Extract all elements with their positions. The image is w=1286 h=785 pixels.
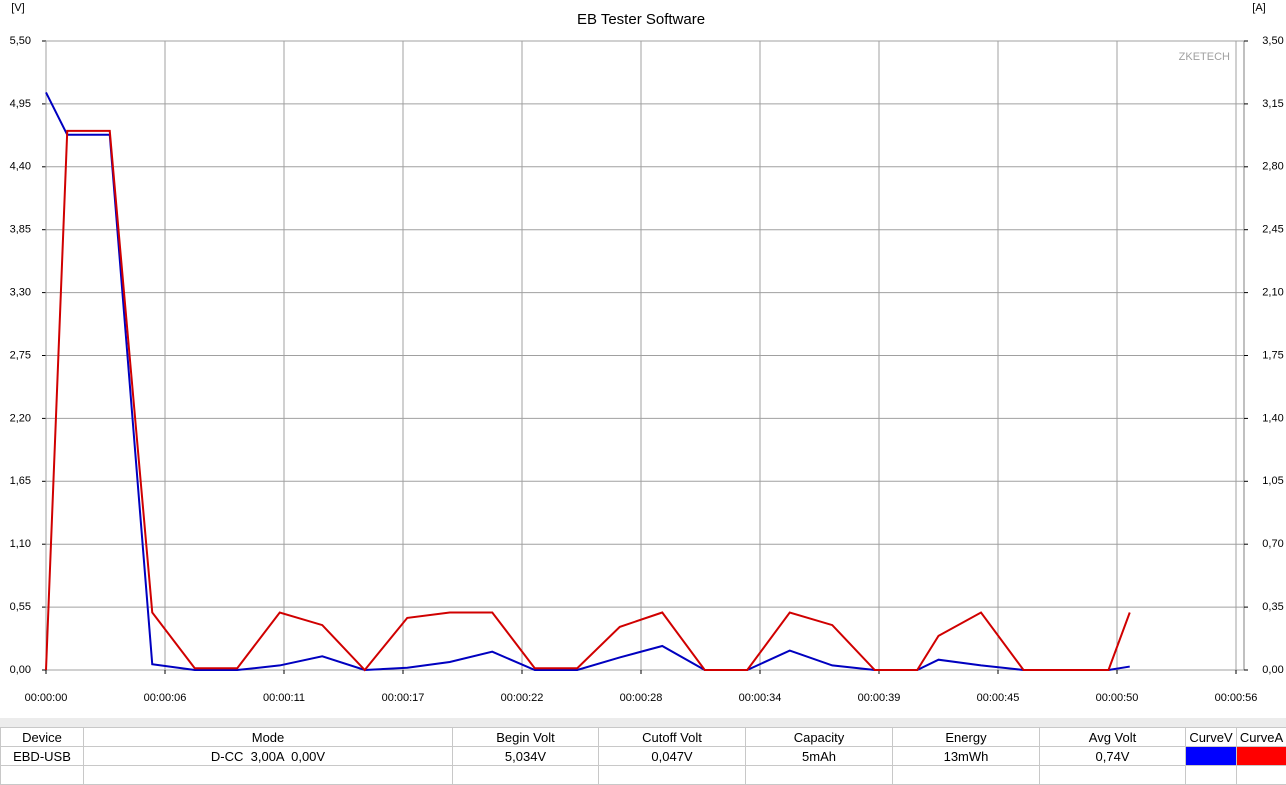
series-line [46, 92, 1130, 670]
empty-row [1, 766, 1286, 785]
y2-tick-label: 3,50 [1262, 35, 1283, 47]
cell [746, 766, 893, 785]
cell: EBD-USB [1, 747, 84, 766]
y-tick-label: 0,55 [10, 601, 31, 613]
x-tick-label: 00:00:06 [144, 692, 187, 704]
header-cell: Cutoff Volt [599, 728, 746, 747]
y-axis-label: [V] [11, 2, 24, 14]
cell: 5,034V [453, 747, 599, 766]
y-tick-label: 2,20 [10, 412, 31, 424]
x-tick-label: 00:00:22 [501, 692, 544, 704]
header-cell: Energy [893, 728, 1040, 747]
x-tick-label: 00:00:45 [977, 692, 1020, 704]
y-tick-label: 5,50 [10, 35, 31, 47]
header-cell: Begin Volt [453, 728, 599, 747]
separator [0, 718, 1286, 727]
y2-tick-label: 2,80 [1262, 161, 1283, 173]
y-tick-label: 4,40 [10, 161, 31, 173]
y2-tick-label: 0,70 [1262, 538, 1283, 550]
y-tick-label: 1,65 [10, 475, 31, 487]
cell: D-CC 3,00A 0,00V [84, 747, 453, 766]
cell [453, 766, 599, 785]
x-tick-label: 00:00:34 [739, 692, 782, 704]
x-tick-label: 00:00:28 [620, 692, 663, 704]
header-cell: Device [1, 728, 84, 747]
cell [1040, 766, 1186, 785]
x-tick-label: 00:00:00 [25, 692, 68, 704]
cell [1237, 766, 1286, 785]
x-tick-label: 00:00:50 [1096, 692, 1139, 704]
cell [1186, 766, 1237, 785]
legend-label: CurveA [1237, 728, 1286, 747]
cell [599, 766, 746, 785]
x-tick-label: 00:00:17 [382, 692, 425, 704]
y2-tick-label: 2,10 [1262, 287, 1283, 299]
series-line [46, 131, 1130, 670]
legend-label: CurveV [1186, 728, 1237, 747]
y-tick-label: 1,10 [10, 538, 31, 550]
cell: 13mWh [893, 747, 1040, 766]
y2-tick-label: 2,45 [1262, 224, 1283, 236]
legend-swatch [1186, 747, 1237, 766]
watermark: ZKETECH [1179, 51, 1230, 63]
cell [1, 766, 84, 785]
legend-swatch [1237, 747, 1286, 766]
header-cell: Capacity [746, 728, 893, 747]
x-tick-label: 00:00:11 [263, 692, 305, 704]
cell [84, 766, 453, 785]
cell: 5mAh [746, 747, 893, 766]
header-cell: Mode [84, 728, 453, 747]
cell [893, 766, 1040, 785]
y-tick-label: 3,85 [10, 224, 31, 236]
cell: 0,74V [1040, 747, 1186, 766]
y2-tick-label: 0,00 [1262, 664, 1283, 676]
y2-tick-label: 3,15 [1262, 98, 1283, 110]
y2-tick-label: 1,40 [1262, 412, 1283, 424]
y2-tick-label: 0,35 [1262, 601, 1283, 613]
y2-tick-label: 1,75 [1262, 349, 1283, 361]
y2-tick-label: 1,05 [1262, 475, 1283, 487]
chart: EB Tester Software [V] [A] ZKETECH 0,00 0… [0, 0, 1286, 718]
y-tick-label: 0,00 [10, 664, 31, 676]
y-tick-label: 2,75 [10, 349, 31, 361]
x-tick-label: 00:00:56 [1215, 692, 1258, 704]
x-tick-label: 00:00:39 [858, 692, 901, 704]
chart-title: EB Tester Software [577, 11, 705, 28]
y-tick-label: 4,95 [10, 98, 31, 110]
y2-axis-label: [A] [1252, 2, 1265, 14]
header-cell: Avg Volt [1040, 728, 1186, 747]
y-tick-label: 3,30 [10, 287, 31, 299]
cell: 0,047V [599, 747, 746, 766]
